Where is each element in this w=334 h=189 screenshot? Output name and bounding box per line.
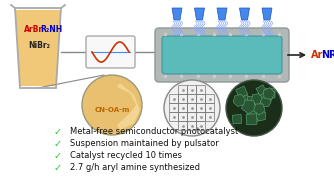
Text: ✓: ✓ [54,163,62,173]
Circle shape [164,80,220,136]
Text: ✓: ✓ [54,151,62,161]
Polygon shape [239,8,249,20]
Polygon shape [15,10,61,86]
Text: Suspension maintained by pulsator: Suspension maintained by pulsator [70,139,219,149]
Polygon shape [217,8,227,20]
Text: ✓: ✓ [54,127,62,137]
Text: NiBr₂: NiBr₂ [28,42,50,50]
FancyBboxPatch shape [155,28,289,82]
Polygon shape [117,83,140,130]
Text: Ar: Ar [311,50,323,60]
Polygon shape [172,8,182,20]
Text: Catalyst recycled 10 times: Catalyst recycled 10 times [70,152,182,160]
Text: Metal-free semiconductor photocatalyst: Metal-free semiconductor photocatalyst [70,128,238,136]
Text: 2.7 g/h aryl amine synthesized: 2.7 g/h aryl amine synthesized [70,163,200,173]
FancyBboxPatch shape [86,36,135,68]
Text: ✓: ✓ [54,139,62,149]
FancyBboxPatch shape [162,36,282,74]
Text: ArBr: ArBr [24,26,43,35]
Text: R₂NH: R₂NH [40,26,62,35]
Polygon shape [262,8,272,20]
Polygon shape [194,8,204,20]
Circle shape [226,80,282,136]
Circle shape [82,75,142,135]
Text: NR₂: NR₂ [321,50,334,60]
Text: CN-OA-m: CN-OA-m [94,107,130,113]
